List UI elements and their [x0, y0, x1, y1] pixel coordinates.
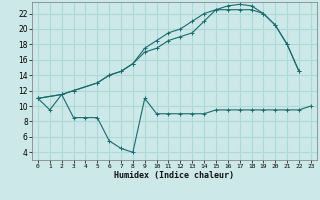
X-axis label: Humidex (Indice chaleur): Humidex (Indice chaleur): [115, 171, 234, 180]
